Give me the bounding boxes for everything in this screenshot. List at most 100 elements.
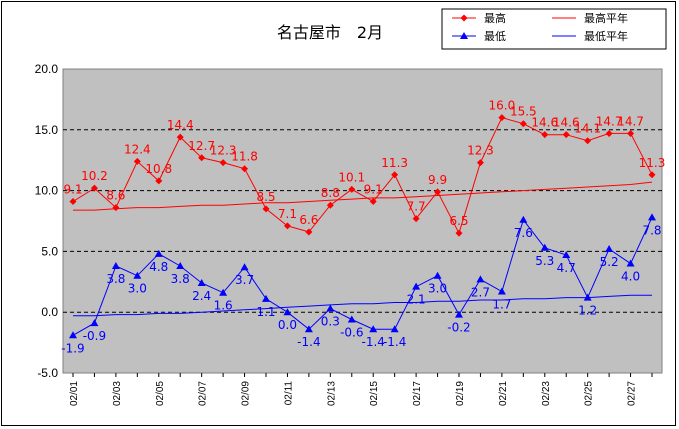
min-data-label: 3.0 [428, 282, 447, 296]
max-data-label: 14.6 [553, 116, 580, 130]
plot-area [62, 68, 663, 374]
min-data-label: 3.7 [235, 273, 254, 287]
max-point [391, 171, 399, 179]
legend-box [441, 8, 667, 50]
min-point [455, 310, 463, 318]
legend-marker [460, 32, 468, 39]
min-data-label: 3.8 [171, 272, 190, 286]
min-point [433, 271, 442, 279]
y-tick-label: 10.0 [35, 184, 59, 198]
max-data-label: 9.1 [63, 183, 82, 197]
grid-lines [63, 129, 662, 313]
min-data-label: 0.0 [278, 318, 297, 332]
max-point [348, 185, 356, 193]
max-point [241, 165, 249, 173]
max-point [498, 114, 506, 122]
min-data-label: 2.7 [471, 285, 490, 299]
min-data-label: -1.4 [362, 335, 385, 349]
series-layer [69, 114, 656, 339]
x-tick-label: 02/07 [198, 381, 209, 406]
min-point [540, 243, 549, 251]
max-data-label: 6.5 [449, 214, 468, 228]
x-tick-label: 02/11 [283, 381, 294, 406]
min-point [497, 287, 506, 295]
max-point [305, 228, 313, 236]
x-tick-label: 02/15 [369, 381, 380, 406]
x-axis: 02/01 02/03 02/05 02/07 02/09 02/11 02/13 02/15… [69, 373, 653, 406]
max-data-label: 15.5 [510, 105, 537, 119]
max-data-label: 11.8 [231, 150, 258, 164]
max-data-label: 10.1 [338, 170, 365, 184]
max-data-label: 16.0 [489, 99, 516, 113]
legend-marker [460, 14, 468, 22]
max-data-label: 6.6 [299, 213, 318, 227]
y-tick-label: 0.0 [41, 305, 58, 319]
max-data-label: 9.9 [428, 173, 447, 187]
min-data-label: 2.1 [407, 293, 426, 307]
min-point [90, 319, 99, 327]
max-point [90, 184, 98, 192]
max-data-label: 12.7 [188, 139, 215, 153]
min-point [412, 282, 421, 290]
min-data-label: 0.3 [321, 315, 340, 329]
min-data-label: -0.6 [340, 325, 363, 339]
max-point [627, 129, 635, 137]
y-tick-label: -5.0 [37, 366, 58, 380]
max-data-label: 8.6 [106, 189, 125, 203]
min-data-label: 4.0 [621, 270, 640, 284]
x-tick-label: 02/01 [69, 381, 80, 406]
max-point [584, 137, 592, 145]
max-data-label: 8.5 [256, 190, 275, 204]
max-data-label: 10.8 [145, 162, 172, 176]
min-point [69, 331, 77, 339]
min-point [326, 304, 335, 312]
max-point [283, 222, 291, 230]
min-point [519, 215, 528, 223]
chart-title: 名古屋市 2月 [277, 23, 383, 42]
min-point [648, 213, 656, 221]
y-tick-label: 5.0 [41, 244, 58, 258]
max-point [476, 159, 484, 167]
max-data-label: 7.7 [407, 200, 426, 214]
min-point [476, 275, 485, 283]
max-point [434, 188, 442, 196]
max-point [176, 133, 184, 141]
max-point [369, 198, 377, 206]
min-data-label: -1.9 [61, 341, 84, 355]
max-point [133, 157, 141, 165]
x-tick-label: 02/23 [541, 381, 552, 406]
max-data-label: 14.4 [167, 118, 194, 132]
max-data-label: 12.3 [467, 144, 494, 158]
min-point [262, 294, 270, 302]
series-line-3 [73, 294, 652, 317]
min-data-label: -1.4 [383, 335, 406, 349]
series-line-2 [72, 217, 653, 336]
max-point [326, 201, 334, 209]
min-data-label: 1.1 [256, 305, 275, 319]
max-point [541, 131, 549, 139]
min-data-label: 3.0 [128, 282, 147, 296]
min-data-label: -0.9 [83, 329, 106, 343]
max-data-label: 7.1 [278, 207, 297, 221]
max-point [69, 198, 77, 206]
legend-label: 最低 [484, 30, 506, 43]
max-data-label: 14.6 [531, 116, 558, 130]
min-point [133, 271, 142, 279]
max-data-label: 14.1 [574, 122, 601, 136]
x-tick-label: 02/19 [455, 381, 466, 406]
min-point [219, 288, 228, 296]
min-data-label: 7.6 [514, 226, 533, 240]
x-tick-label: 02/13 [326, 381, 337, 406]
x-tick-label: 02/17 [412, 381, 423, 406]
min-point [176, 261, 185, 269]
max-data-label: 8.8 [321, 186, 340, 200]
min-point [562, 251, 571, 259]
max-data-label: 14.7 [596, 114, 623, 128]
min-data-label: 5.2 [600, 255, 619, 269]
min-data-label: -0.2 [447, 321, 470, 335]
max-point [519, 120, 527, 128]
min-point [626, 259, 635, 267]
x-tick-label: 02/05 [155, 381, 166, 406]
